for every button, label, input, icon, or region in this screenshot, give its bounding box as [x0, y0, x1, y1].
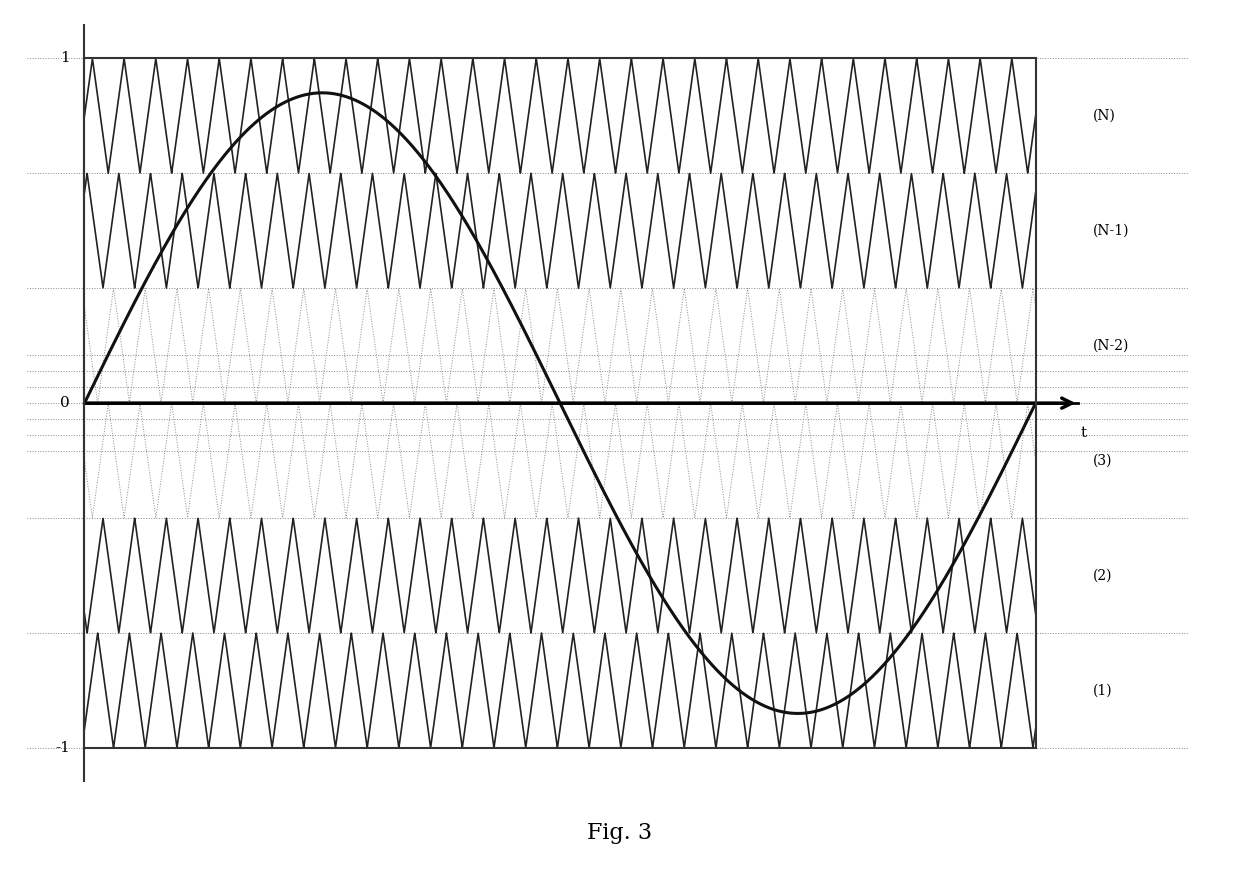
Text: 1: 1 — [61, 51, 71, 66]
Text: (2): (2) — [1092, 569, 1112, 582]
Text: t: t — [1080, 426, 1086, 440]
Text: (N-2): (N-2) — [1092, 338, 1130, 353]
Text: 0: 0 — [61, 396, 71, 410]
Text: -1: -1 — [56, 741, 71, 755]
Text: Fig. 3: Fig. 3 — [588, 822, 652, 843]
Text: (3): (3) — [1092, 454, 1112, 468]
Bar — [84, 58, 1035, 748]
Text: (N): (N) — [1092, 109, 1116, 123]
Text: (1): (1) — [1092, 683, 1112, 697]
Text: (N-1): (N-1) — [1092, 224, 1130, 237]
